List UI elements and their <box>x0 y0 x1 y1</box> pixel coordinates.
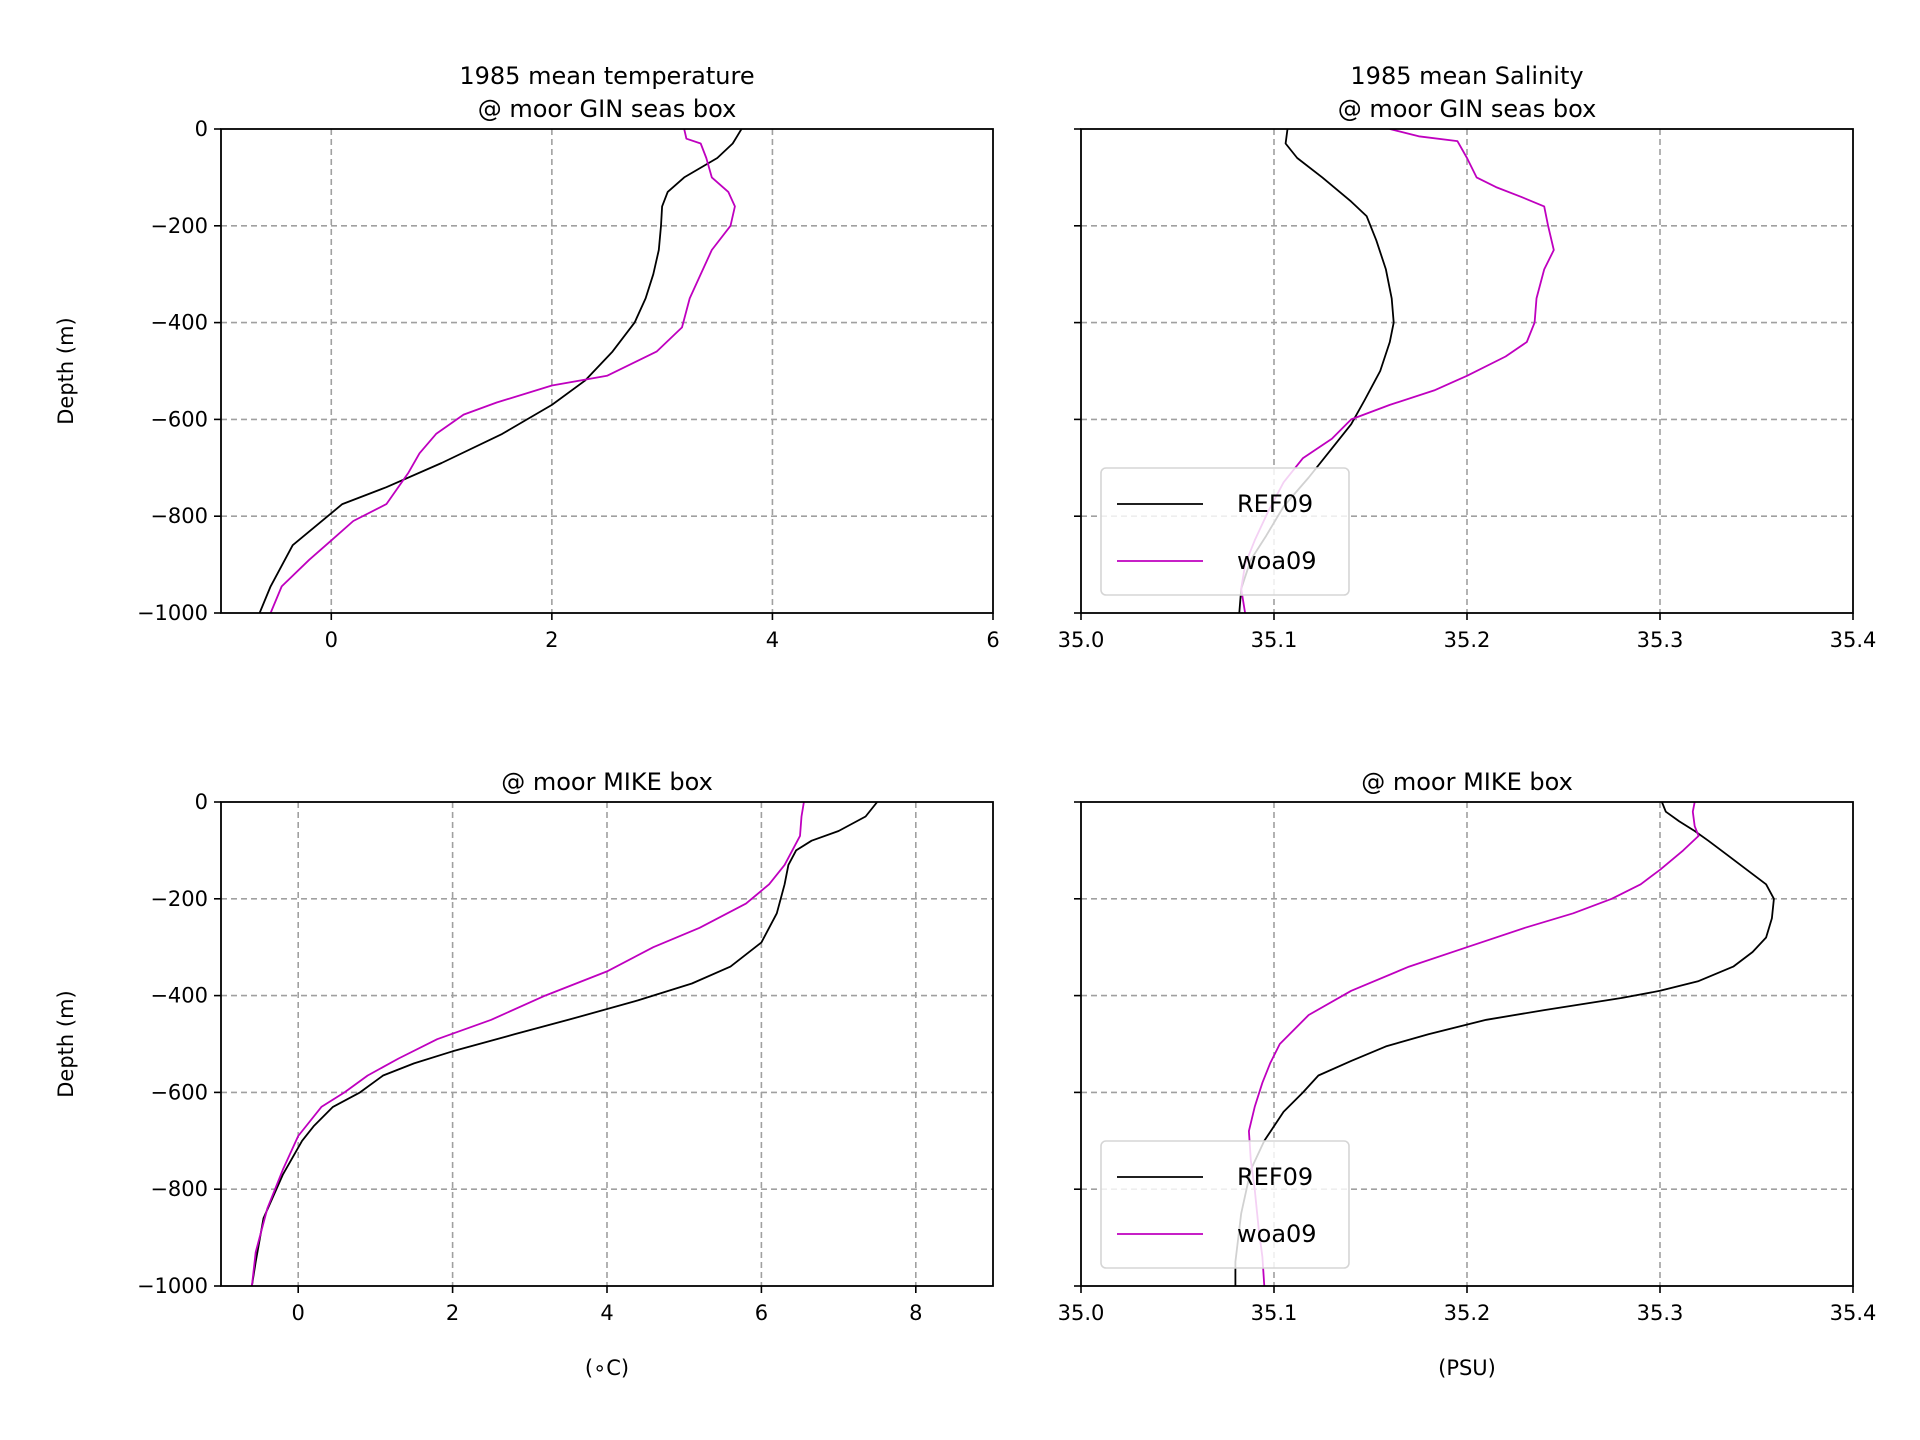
x-tick-label: 6 <box>755 1301 768 1325</box>
x-tick-label: 0 <box>292 1301 305 1325</box>
x-tick-label: 4 <box>600 1301 613 1325</box>
chart-title-line: 1985 mean Salinity <box>1350 62 1583 90</box>
legend-label-woa09: woa09 <box>1237 547 1317 575</box>
y-tick-label: 0 <box>195 117 208 141</box>
chart-title-line: @ moor GIN seas box <box>478 95 737 123</box>
x-tick-label: 2 <box>545 628 558 652</box>
legend-label-REF09: REF09 <box>1237 490 1313 518</box>
legend-label-REF09: REF09 <box>1237 1163 1313 1191</box>
x-tick-label: 35.2 <box>1444 1301 1491 1325</box>
legend: REF09 woa09 <box>1100 1140 1350 1269</box>
series-line-REF09 <box>1234 802 1775 1286</box>
chart-panel-2: 35.0 35.1 35.2 35.3 35.4 1985 mean Salinity @ … <box>1058 62 1877 652</box>
chart-panel-1: 0 2 4 6 0 −200 −400 −600 −800 −1000 1985 mean temp… <box>54 62 1000 652</box>
x-tick-label: 35.4 <box>1830 628 1877 652</box>
x-tick-label: 2 <box>446 1301 459 1325</box>
x-tick-label: 35.3 <box>1637 1301 1684 1325</box>
y-tick-label: −1000 <box>137 601 208 625</box>
x-tick-label: 4 <box>766 628 779 652</box>
x-axis-label: (PSU) <box>1438 1356 1496 1380</box>
y-tick-label: −800 <box>150 504 208 528</box>
chart-title-line: @ moor MIKE box <box>1361 768 1573 796</box>
y-axis-label: Depth (m) <box>54 317 78 424</box>
chart-panel-3: 0 2 4 6 8 0 −200 −400 −600 −800 −1000 @ moor MIKE b… <box>54 768 994 1380</box>
legend-label-woa09: woa09 <box>1237 1220 1317 1248</box>
x-tick-label: 35.0 <box>1058 1301 1105 1325</box>
x-tick-label: 35.2 <box>1444 628 1491 652</box>
x-tick-label: 8 <box>909 1301 922 1325</box>
y-tick-label: −200 <box>150 214 208 238</box>
y-tick-label: 0 <box>195 790 208 814</box>
y-tick-label: −400 <box>150 311 208 335</box>
axes-frame <box>220 128 994 614</box>
legend-box <box>1100 467 1350 596</box>
chart-title-line: 1985 mean temperature <box>459 62 754 90</box>
x-tick-label: 35.1 <box>1251 628 1298 652</box>
chart-panel-4: 35.0 35.1 35.2 35.3 35.4 @ moor MIKE box (PSU)… <box>1058 768 1877 1380</box>
x-tick-label: 35.1 <box>1251 1301 1298 1325</box>
x-axis-label: (∘C) <box>585 1356 629 1380</box>
x-tick-label: 35.4 <box>1830 1301 1877 1325</box>
y-tick-label: −400 <box>150 984 208 1008</box>
series-line-REF09 <box>258 129 743 613</box>
legend-box <box>1100 1140 1350 1269</box>
x-tick-label: 0 <box>325 628 338 652</box>
series-line-woa09 <box>251 802 805 1286</box>
y-axis-label: Depth (m) <box>54 990 78 1097</box>
x-tick-label: 35.0 <box>1058 628 1105 652</box>
y-tick-label: −800 <box>150 1177 208 1201</box>
series-line-REF09 <box>251 802 878 1286</box>
y-tick-label: −200 <box>150 887 208 911</box>
x-tick-label: 35.3 <box>1637 628 1684 652</box>
chart-title-line: @ moor GIN seas box <box>1338 95 1597 123</box>
x-tick-label: 6 <box>986 628 999 652</box>
series-line-woa09 <box>269 129 736 613</box>
y-tick-label: −600 <box>150 1080 208 1104</box>
y-tick-label: −1000 <box>137 1274 208 1298</box>
legend: REF09 woa09 <box>1100 467 1350 596</box>
y-tick-label: −600 <box>150 407 208 431</box>
chart-title-line: @ moor MIKE box <box>501 768 713 796</box>
